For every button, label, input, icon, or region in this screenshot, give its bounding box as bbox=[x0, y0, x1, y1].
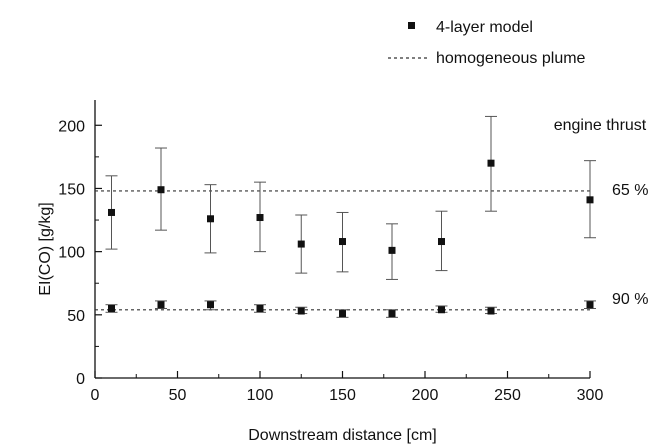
data-point bbox=[339, 310, 346, 318]
data-point bbox=[157, 186, 165, 194]
data-point bbox=[339, 238, 346, 246]
data-point bbox=[207, 301, 214, 309]
x-axis-label: Downstream distance [cm] bbox=[248, 427, 437, 444]
data-point bbox=[207, 215, 214, 223]
legend-label-4-layer-model: 4-layer model bbox=[436, 19, 533, 36]
data-point bbox=[388, 246, 396, 254]
data-point bbox=[157, 301, 165, 309]
data-point bbox=[256, 305, 264, 312]
x-tick-label: 150 bbox=[329, 387, 356, 404]
data-point bbox=[438, 238, 445, 246]
data-point bbox=[487, 159, 495, 167]
y-axis-label: EI(CO) [g/kg] bbox=[37, 202, 54, 295]
x-tick-label: 100 bbox=[247, 387, 274, 404]
data-point bbox=[297, 307, 305, 315]
data-markers bbox=[105, 115, 596, 318]
labels: Downstream distance [cm] EI(CO) [g/kg] e… bbox=[37, 117, 648, 444]
data-point bbox=[388, 310, 396, 318]
y-tick-label: 150 bbox=[58, 181, 85, 198]
thrust-label-65: 65 % bbox=[612, 182, 648, 199]
y-tick-label: 0 bbox=[76, 371, 85, 388]
x-tick-label: 0 bbox=[91, 387, 100, 404]
data-point bbox=[108, 305, 115, 312]
data-point bbox=[438, 306, 445, 314]
data-point bbox=[487, 307, 495, 315]
legend-square-marker bbox=[408, 22, 415, 29]
axes: 0 50 100 150 200 250 300 0 50 100 150 200 bbox=[58, 100, 603, 404]
y-tick-label: 100 bbox=[58, 245, 85, 262]
data-point bbox=[108, 208, 115, 216]
x-tick-label: 200 bbox=[412, 387, 439, 404]
data-point bbox=[256, 214, 264, 222]
thrust-label-90: 90 % bbox=[612, 291, 648, 308]
engine-thrust-label: engine thrust bbox=[554, 117, 647, 134]
x-tick-label: 300 bbox=[577, 387, 604, 404]
y-tick-label: 50 bbox=[67, 308, 85, 325]
legend-label-homogeneous-plume: homogeneous plume bbox=[436, 50, 586, 67]
legend: 4-layer model homogeneous plume bbox=[388, 19, 586, 67]
x-tick-label: 250 bbox=[494, 387, 521, 404]
data-point bbox=[586, 301, 594, 309]
data-point bbox=[297, 240, 305, 248]
y-tick-label: 200 bbox=[58, 118, 85, 135]
data-point bbox=[586, 196, 594, 204]
x-tick-label: 50 bbox=[169, 387, 187, 404]
